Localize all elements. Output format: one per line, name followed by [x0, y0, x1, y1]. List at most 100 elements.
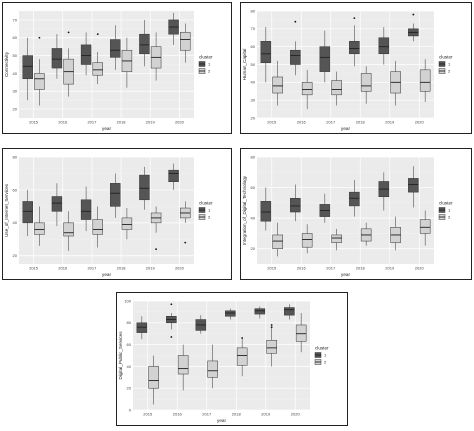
y-axis-title: Connectivity	[4, 51, 9, 77]
x-tick-label: 2016	[58, 120, 68, 125]
box-cluster-2	[207, 360, 218, 378]
x-tick-label: 2017	[326, 266, 336, 271]
figure-integration-of-digital-technology: 20 40 60 80 2015 2016 2017 2018 2019 2020 year Inte…	[240, 148, 472, 280]
box-cluster-1	[168, 169, 179, 182]
outlier-point	[353, 17, 356, 20]
box-cluster-2	[92, 219, 103, 235]
legend-label-1: 1	[208, 208, 211, 213]
y-tick-label: 60	[251, 44, 256, 49]
x-tick-label: 2019	[146, 120, 156, 125]
x-tick-label: 2018	[232, 412, 242, 417]
x-tick-label: 2015	[143, 412, 153, 417]
outlier-point	[170, 303, 173, 306]
x-tick-label: 2020	[415, 120, 425, 125]
x-tick-label: 2015	[29, 120, 39, 125]
y-tick-label: 20	[251, 246, 256, 251]
y-tick-label: 30	[251, 98, 256, 103]
x-tick-label: 2015	[29, 266, 39, 271]
y-tick-label: 100	[124, 298, 131, 303]
box-cluster-1	[51, 48, 63, 69]
x-tick-label: 2019	[385, 266, 395, 271]
outlier-point	[38, 36, 41, 39]
y-tick-label: 20	[127, 386, 132, 391]
figure-human-capital: 20 30 40 50 60 70 80 2015 2016 2017 2018 2019 2020 ye…	[240, 2, 472, 134]
x-tick-label: 2018	[356, 120, 366, 125]
box-cluster-1	[260, 41, 272, 63]
x-axis-title: year	[217, 418, 226, 423]
box-cluster-2	[301, 233, 313, 248]
legend-title: cluster	[315, 346, 329, 351]
legend-label-2: 2	[448, 69, 451, 74]
x-tick-label: 2016	[297, 266, 307, 271]
x-axis-title: year	[102, 272, 111, 277]
box-cluster-1	[349, 191, 360, 207]
y-tick-label: 30	[13, 89, 18, 94]
figure-digital-public-services: 0 20 40 60 80 100 2015 2016 2017 2018 2019 2020 year…	[116, 292, 348, 426]
box-cluster-1	[408, 178, 419, 193]
y-axis-title: Use_of_Internet_Services	[4, 183, 9, 237]
box-cluster-2	[419, 219, 431, 234]
outlier-point	[67, 31, 70, 34]
chart-connectivity: 20 30 40 50 60 70 2015 2016 2017 2018 2019 2020 year…	[4, 10, 213, 131]
box-cluster-2	[177, 355, 189, 375]
outlier-point	[270, 324, 273, 326]
box-cluster-2	[331, 80, 342, 96]
box-cluster-1	[22, 55, 33, 80]
box-cluster-2	[121, 217, 133, 230]
box-cluster-2	[92, 62, 103, 76]
y-tick-label: 0	[129, 407, 132, 412]
legend-title: cluster	[439, 55, 453, 60]
y-tick-label: 80	[251, 154, 256, 159]
outlier-point	[184, 241, 187, 244]
y-axis-title: Integration_of_Digital_Technology	[242, 175, 247, 245]
x-tick-label: 2017	[202, 412, 212, 417]
legend-label-2: 2	[448, 215, 451, 220]
box-cluster-2	[272, 76, 283, 94]
x-tick-label: 2017	[326, 120, 336, 125]
y-tick-label: 20	[13, 106, 18, 111]
legend-label-2: 2	[324, 360, 327, 365]
legend-label-2: 2	[208, 69, 211, 74]
y-tick-label: 70	[251, 26, 256, 31]
x-tick-label: 2016	[173, 412, 183, 417]
box-cluster-1	[110, 39, 121, 58]
figure-use-of-internet-services: 20 40 60 80 2015 2016 2017 2018 2019 2020 year Use_…	[2, 148, 232, 280]
y-tick-label: 50	[251, 62, 256, 67]
x-tick-label: 2020	[175, 266, 185, 271]
x-tick-label: 2019	[146, 266, 156, 271]
y-tick-label: 60	[251, 185, 256, 190]
box-cluster-1	[260, 201, 272, 222]
box-cluster-2	[419, 69, 431, 92]
x-tick-label: 2018	[117, 120, 127, 125]
outlier-point	[96, 33, 99, 36]
x-tick-label: 2020	[175, 120, 185, 125]
box-cluster-1	[319, 46, 331, 72]
y-axis-title: Human_Capital	[242, 49, 247, 81]
y-tick-label: 40	[13, 220, 18, 225]
x-tick-label: 2019	[385, 120, 395, 125]
box-cluster-1	[80, 199, 92, 220]
box-cluster-2	[148, 366, 159, 389]
box-cluster-2	[301, 82, 313, 96]
box-cluster-1	[378, 37, 390, 55]
outlier-point	[241, 337, 244, 339]
box-cluster-2	[63, 222, 74, 237]
chart-digital-public-services: 0 20 40 60 80 100 2015 2016 2017 2018 2019 2020 year…	[118, 298, 329, 423]
x-tick-label: 2015	[267, 266, 277, 271]
box-cluster-1	[136, 322, 148, 333]
x-tick-label: 2015	[267, 120, 277, 125]
outlier-point	[270, 326, 273, 329]
y-tick-label: 70	[13, 17, 18, 22]
legend-title: cluster	[439, 201, 453, 206]
x-tick-label: 2020	[415, 266, 425, 271]
box-cluster-1	[139, 33, 150, 55]
x-tick-label: 2017	[87, 266, 97, 271]
box-cluster-1	[254, 308, 266, 315]
legend-label-1: 1	[448, 62, 451, 67]
y-tick-label: 20	[13, 253, 18, 258]
y-tick-label: 40	[251, 216, 256, 221]
legend-label-1: 1	[324, 353, 327, 358]
box-cluster-1	[22, 201, 33, 224]
chart-use-of-internet-services: 20 40 60 80 2015 2016 2017 2018 2019 2020 year Use_…	[4, 154, 213, 277]
x-tick-label: 2018	[356, 266, 366, 271]
